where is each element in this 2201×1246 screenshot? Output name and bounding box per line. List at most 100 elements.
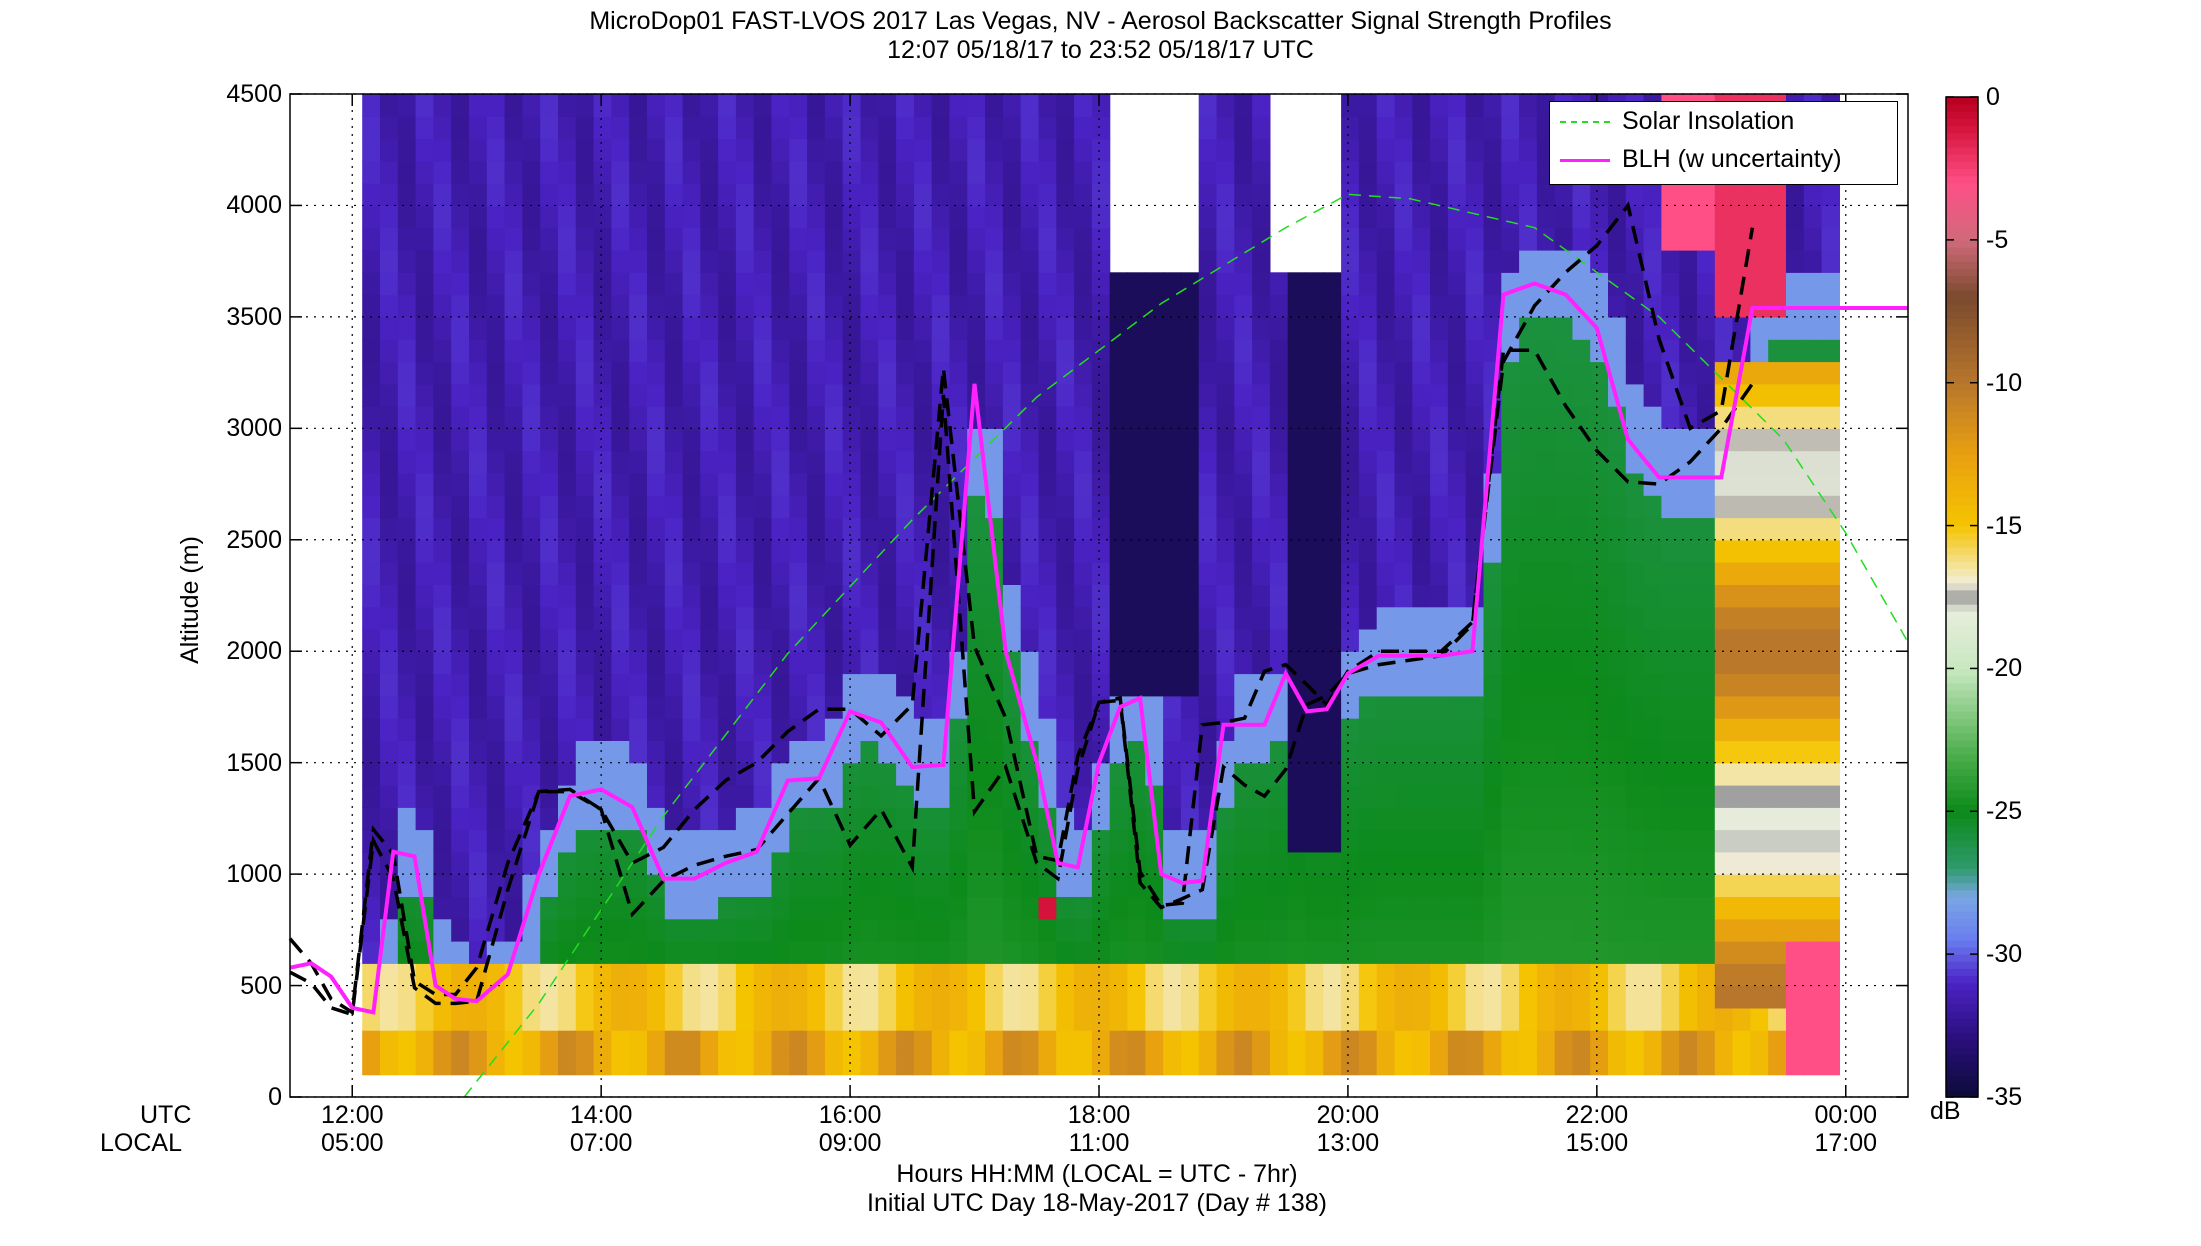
heatmap-cell xyxy=(682,584,701,608)
heatmap-cell xyxy=(860,829,879,853)
colorbar-band xyxy=(1946,104,1978,112)
heatmap-cell xyxy=(1501,1052,1520,1076)
heatmap-cell xyxy=(1180,606,1200,630)
heatmap-cell xyxy=(664,339,684,363)
heatmap-cell xyxy=(469,851,488,875)
colorbar-tick-label: -30 xyxy=(1986,940,2023,969)
heatmap-cell xyxy=(700,1007,719,1031)
heatmap-cell xyxy=(397,539,417,563)
heatmap-cell xyxy=(1074,450,1093,474)
heatmap-cell xyxy=(664,718,684,741)
heatmap-cell xyxy=(522,116,541,140)
heatmap-cell xyxy=(1358,628,1378,652)
heatmap-cell xyxy=(647,562,666,585)
colorbar-band xyxy=(1946,682,1978,691)
heatmap-cell xyxy=(1412,361,1431,385)
heatmap-cell xyxy=(1501,851,1520,875)
heatmap-cell xyxy=(700,183,719,207)
y-tick-label: 1500 xyxy=(226,748,282,777)
heatmap-cell xyxy=(611,339,630,363)
heatmap-cell xyxy=(1465,517,1485,541)
heatmap-cell xyxy=(1430,829,1449,853)
heatmap-cell xyxy=(469,584,488,608)
heatmap-cell xyxy=(451,160,470,184)
colorbar-band xyxy=(1946,968,1978,977)
heatmap-cell xyxy=(1768,450,1787,474)
heatmap-cell xyxy=(504,695,523,719)
heatmap-cell xyxy=(433,651,452,675)
heatmap-cell xyxy=(1625,1007,1645,1031)
heatmap-cell xyxy=(1376,517,1396,541)
heatmap-cell xyxy=(807,673,826,697)
heatmap-cell xyxy=(1501,517,1520,541)
heatmap-cell xyxy=(1750,250,1769,273)
heatmap-cell xyxy=(931,250,951,273)
heatmap-cell xyxy=(1679,205,1698,229)
heatmap-cell xyxy=(1554,428,1574,452)
heatmap-cell xyxy=(1519,205,1538,229)
heatmap-cell xyxy=(1697,785,1716,808)
heatmap-cell xyxy=(1180,316,1200,340)
heatmap-cell xyxy=(735,673,755,697)
heatmap-cell xyxy=(486,160,506,184)
heatmap-cell xyxy=(1180,339,1200,363)
heatmap-cell xyxy=(1234,160,1253,184)
heatmap-cell xyxy=(1572,651,1591,675)
heatmap-cell xyxy=(842,361,862,385)
heatmap-cell xyxy=(362,272,381,296)
heatmap-cell xyxy=(1376,250,1396,273)
colorbar-band xyxy=(1946,797,1978,805)
heatmap-cell xyxy=(1269,339,1289,363)
heatmap-cell xyxy=(1252,740,1271,764)
heatmap-cell xyxy=(1234,472,1253,496)
heatmap-cell xyxy=(896,495,915,519)
heatmap-cell xyxy=(1109,472,1129,496)
heatmap-cell xyxy=(1519,116,1538,140)
heatmap-cell xyxy=(860,160,879,184)
heatmap-cell xyxy=(1430,495,1449,519)
heatmap-cell xyxy=(397,985,417,1009)
heatmap-cell xyxy=(647,517,666,541)
heatmap-cell xyxy=(1519,807,1538,831)
heatmap-cell xyxy=(380,628,399,652)
colorbar-band xyxy=(1946,754,1978,762)
heatmap-cell xyxy=(664,628,684,652)
heatmap-cell xyxy=(540,963,559,987)
heatmap-cell xyxy=(842,316,862,340)
heatmap-cell xyxy=(1127,628,1146,652)
heatmap-cell xyxy=(700,628,719,652)
heatmap-cell xyxy=(451,450,470,474)
heatmap-cell xyxy=(469,628,488,652)
heatmap-cell xyxy=(718,138,737,162)
heatmap-cell xyxy=(362,227,381,251)
heatmap-cell xyxy=(1554,339,1574,363)
heatmap-cell xyxy=(1572,517,1591,541)
heatmap-cell xyxy=(1465,450,1485,474)
heatmap-cell xyxy=(575,250,595,273)
heatmap-cell xyxy=(1234,740,1253,764)
heatmap-cell xyxy=(1786,941,1805,964)
heatmap-cell xyxy=(1412,205,1431,229)
heatmap-cell xyxy=(1714,1030,1734,1053)
heatmap-cell xyxy=(842,1052,862,1076)
heatmap-cell xyxy=(575,472,595,496)
heatmap-cell xyxy=(486,94,506,117)
heatmap-cell xyxy=(1679,628,1698,652)
heatmap-cell xyxy=(1430,361,1449,385)
heatmap-cell xyxy=(1608,1030,1627,1053)
heatmap-cell xyxy=(771,517,790,541)
heatmap-cell xyxy=(1501,361,1520,385)
heatmap-cell xyxy=(860,138,879,162)
heatmap-cell xyxy=(1180,450,1200,474)
heatmap-cell xyxy=(1323,495,1342,519)
heatmap-cell xyxy=(1020,183,1040,207)
heatmap-cell xyxy=(931,918,951,942)
heatmap-cell xyxy=(1625,495,1645,519)
heatmap-cell xyxy=(682,807,701,831)
heatmap-cell xyxy=(1447,807,1467,831)
heatmap-cell xyxy=(771,1052,790,1076)
heatmap-cell xyxy=(700,272,719,296)
heatmap-cell xyxy=(1572,785,1591,808)
heatmap-cell xyxy=(1145,896,1164,920)
heatmap-cell xyxy=(1501,406,1520,429)
